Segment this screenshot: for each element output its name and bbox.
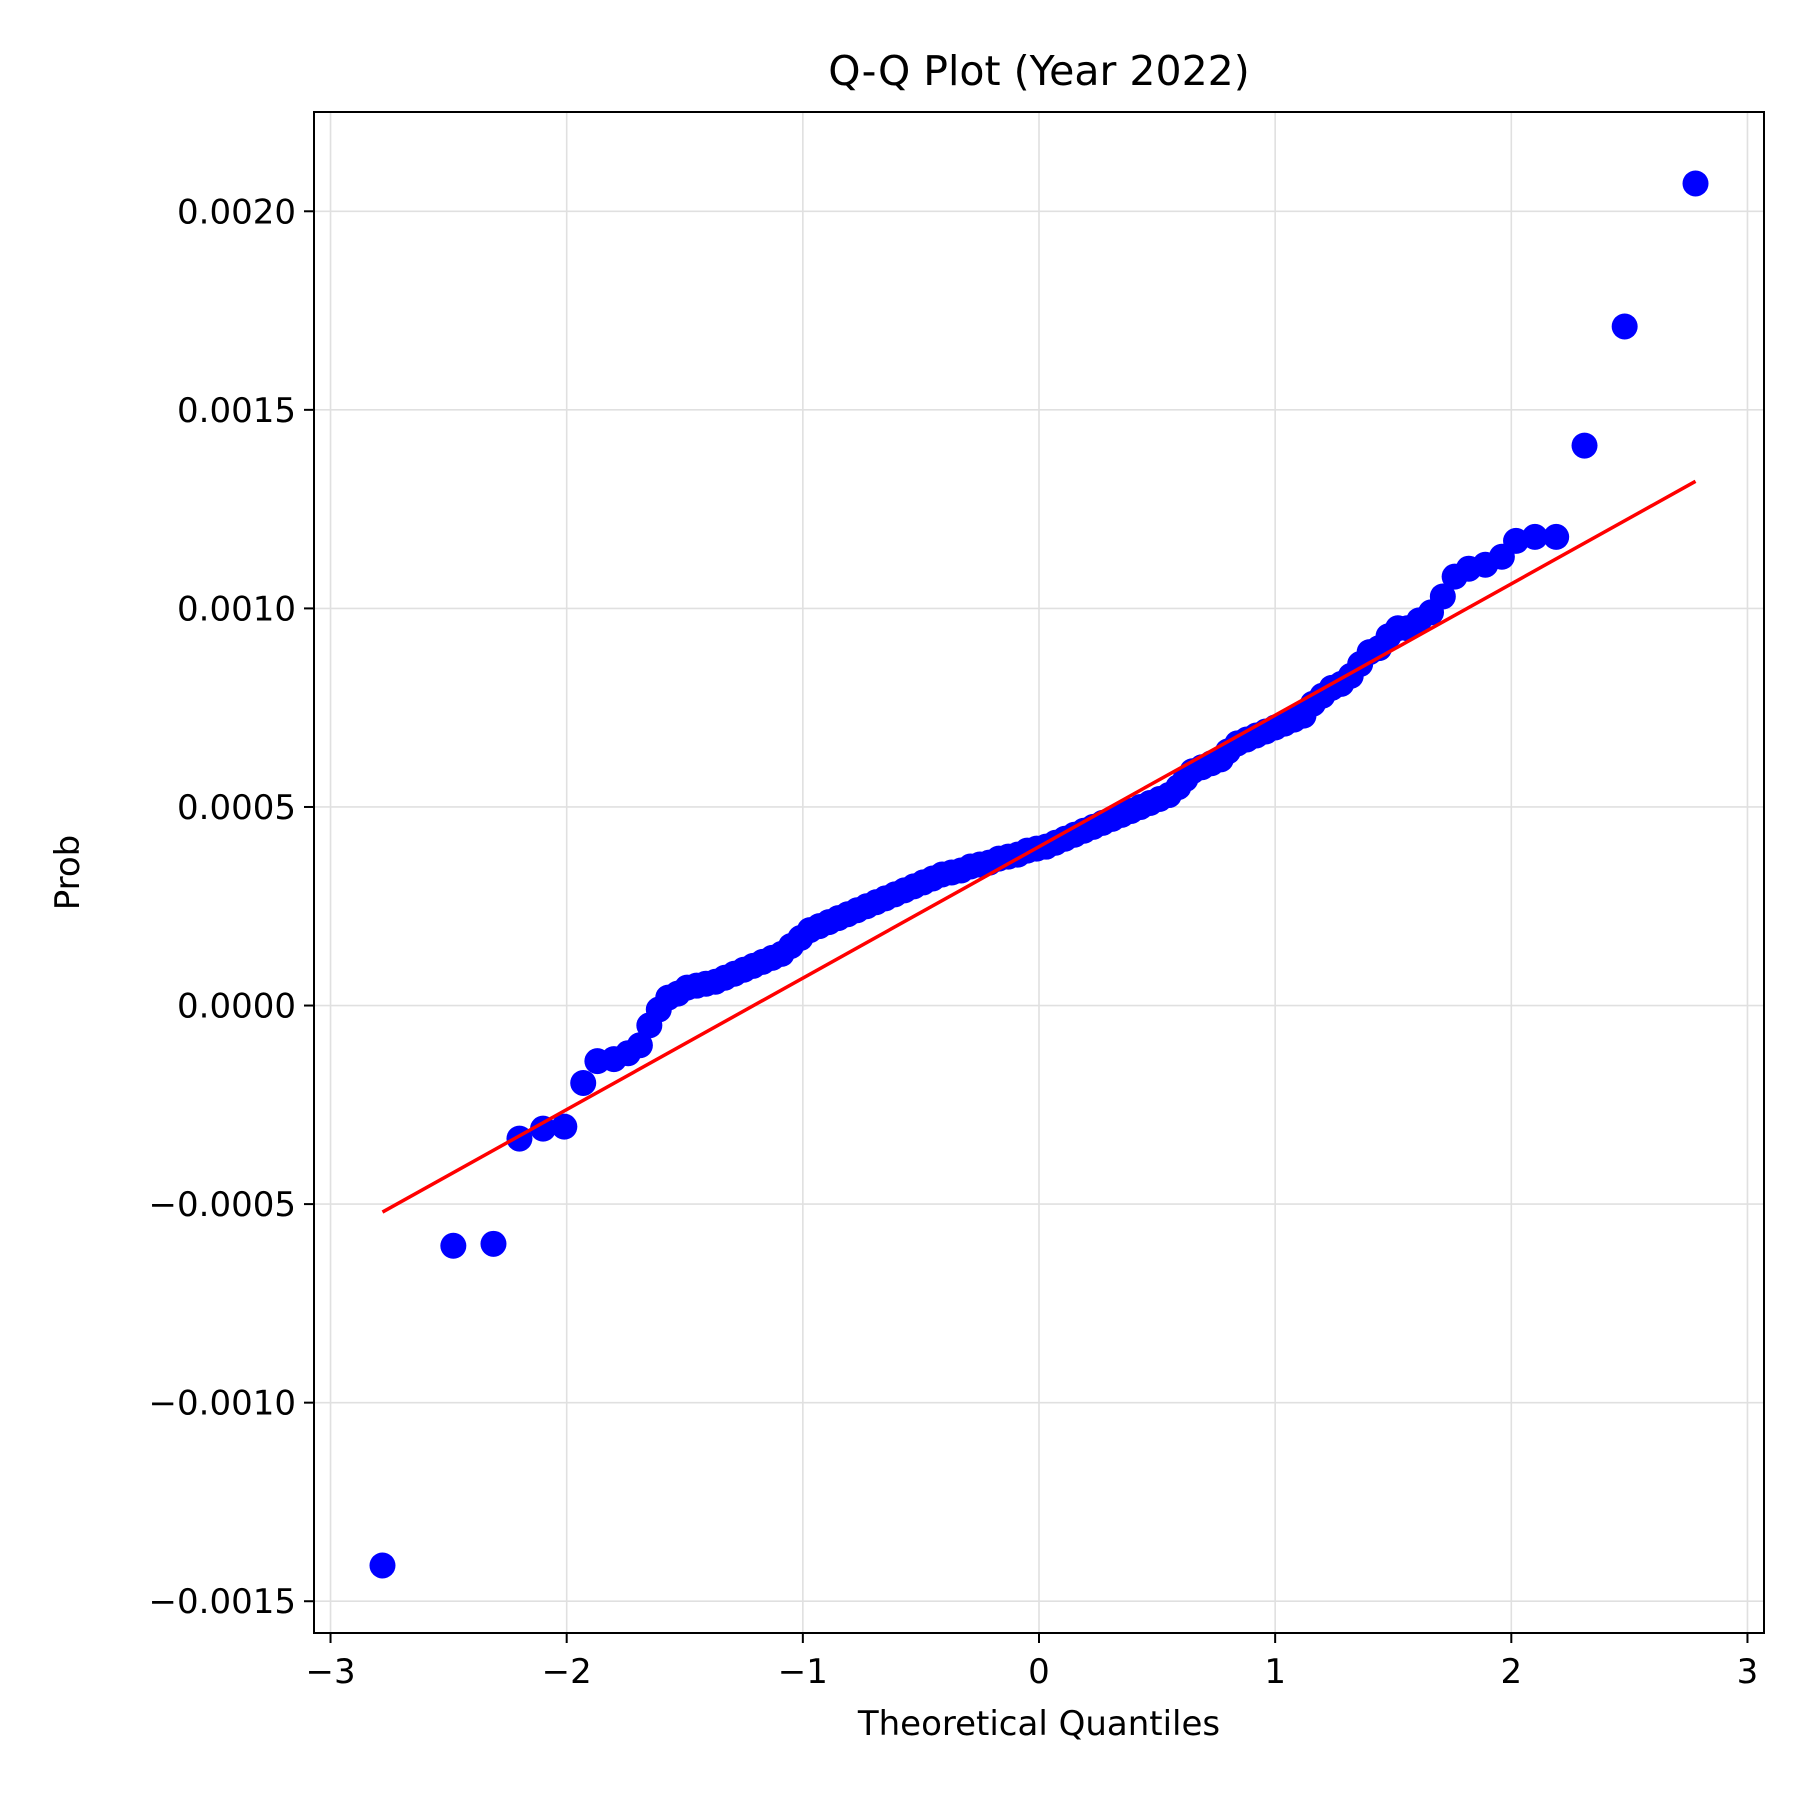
data-point	[1682, 170, 1709, 197]
y-tick-label: 0.0015	[177, 391, 296, 431]
y-tick-label: −0.0010	[149, 1384, 296, 1424]
y-tick-label: 0.0020	[177, 192, 296, 232]
chart-title: Q-Q Plot (Year 2022)	[828, 47, 1250, 95]
data-point	[551, 1113, 578, 1140]
data-point	[530, 1115, 557, 1142]
y-tick-label: −0.0015	[149, 1582, 296, 1622]
x-tick-label: 0	[1028, 1652, 1050, 1692]
data-point	[1611, 313, 1638, 340]
x-tick-label: −1	[778, 1652, 828, 1692]
data-point	[1571, 432, 1598, 459]
data-point	[570, 1069, 597, 1096]
x-tick-label: 2	[1500, 1652, 1522, 1692]
axis-ticks: −3 −2 −1 0 1 2 3 −0.0015 −0.0010 −0.0005 0.0000 0.0…	[149, 192, 1759, 1692]
data-point	[369, 1552, 396, 1579]
x-tick-label: −2	[542, 1652, 592, 1692]
data-point	[440, 1232, 467, 1259]
y-tick-label: 0.0005	[177, 788, 296, 828]
x-axis-label: Theoretical Quantiles	[857, 1704, 1220, 1744]
data-point	[480, 1230, 507, 1257]
data-point	[626, 1032, 653, 1059]
y-tick-label: −0.0005	[149, 1185, 296, 1225]
fit-line	[381, 479, 1697, 1214]
data-point	[1521, 523, 1548, 550]
data-point	[1429, 583, 1456, 610]
y-axis-label: Prob	[48, 835, 88, 911]
x-tick-label: 3	[1737, 1652, 1759, 1692]
x-tick-label: 1	[1264, 1652, 1286, 1692]
data-point	[1543, 523, 1570, 550]
fit-line-layer	[381, 479, 1697, 1214]
x-tick-label: −3	[305, 1652, 355, 1692]
y-tick-label: 0.0010	[177, 589, 296, 629]
y-tick-label: 0.0000	[177, 987, 296, 1027]
grid	[314, 112, 1764, 1633]
